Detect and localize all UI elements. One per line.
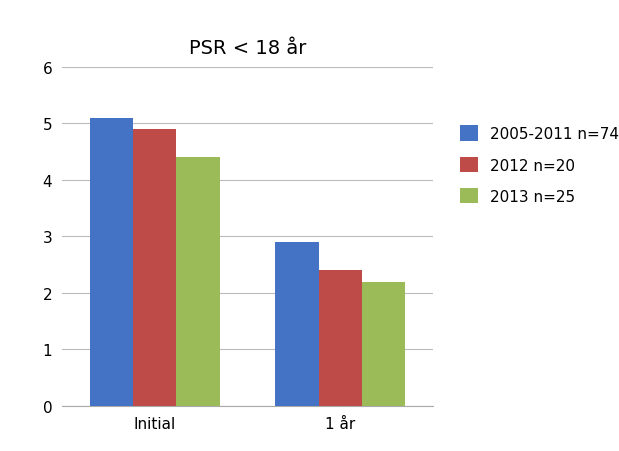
Bar [275,243,319,406]
Bar [176,158,220,406]
Legend: 2005-2011 n=74, 2012 n=20, 2013 n=25: 2005-2011 n=74, 2012 n=20, 2013 n=25 [459,126,619,204]
Bar [319,271,362,406]
Title: PSR < 18 år: PSR < 18 år [189,39,306,58]
Bar [133,130,176,406]
Bar [362,282,405,406]
Bar [90,119,133,406]
